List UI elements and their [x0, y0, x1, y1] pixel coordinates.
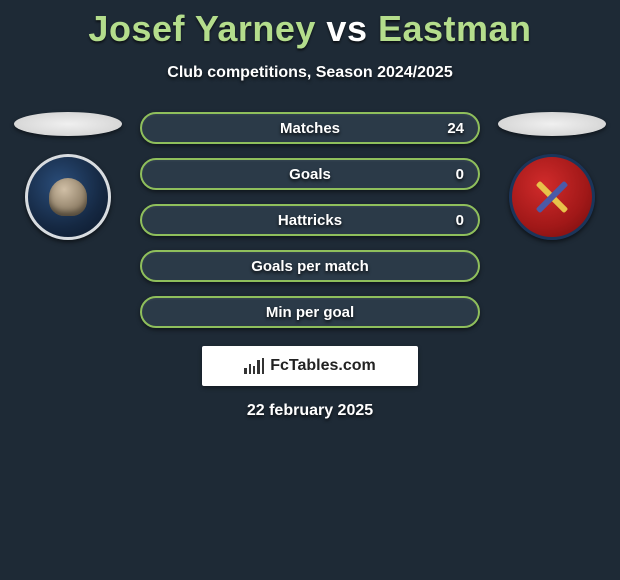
stat-label: Matches: [280, 120, 340, 137]
stat-label: Min per goal: [266, 304, 354, 321]
stat-bar-min-per-goal: Min per goal: [140, 296, 480, 328]
player1-name: Josef Yarney: [88, 8, 315, 49]
stat-label: Hattricks: [278, 212, 342, 229]
content-row: Matches 24 Goals 0 Hattricks 0 Goals per…: [0, 112, 620, 328]
right-side: [498, 112, 606, 240]
comparison-title: Josef Yarney vs Eastman: [0, 0, 620, 50]
left-ellipse: [14, 112, 122, 136]
stat-value: 24: [447, 120, 464, 137]
stat-bar-goals: Goals 0: [140, 158, 480, 190]
stat-bar-hattricks: Hattricks 0: [140, 204, 480, 236]
stat-bar-goals-per-match: Goals per match: [140, 250, 480, 282]
subtitle: Club competitions, Season 2024/2025: [0, 64, 620, 82]
footer-date: 22 february 2025: [0, 402, 620, 420]
bar-chart-icon: [244, 358, 264, 374]
watermark: FcTables.com: [202, 346, 418, 386]
stat-bar-matches: Matches 24: [140, 112, 480, 144]
stat-label: Goals: [289, 166, 331, 183]
right-ellipse: [498, 112, 606, 136]
player2-name: Eastman: [378, 8, 532, 49]
vs-text: vs: [326, 8, 367, 49]
stat-label: Goals per match: [251, 258, 369, 275]
left-club-crest: [25, 154, 111, 240]
stat-bars: Matches 24 Goals 0 Hattricks 0 Goals per…: [140, 112, 480, 328]
watermark-text: FcTables.com: [270, 357, 376, 375]
stat-value: 0: [456, 166, 464, 183]
stat-value: 0: [456, 212, 464, 229]
left-side: [14, 112, 122, 240]
right-club-crest: [509, 154, 595, 240]
